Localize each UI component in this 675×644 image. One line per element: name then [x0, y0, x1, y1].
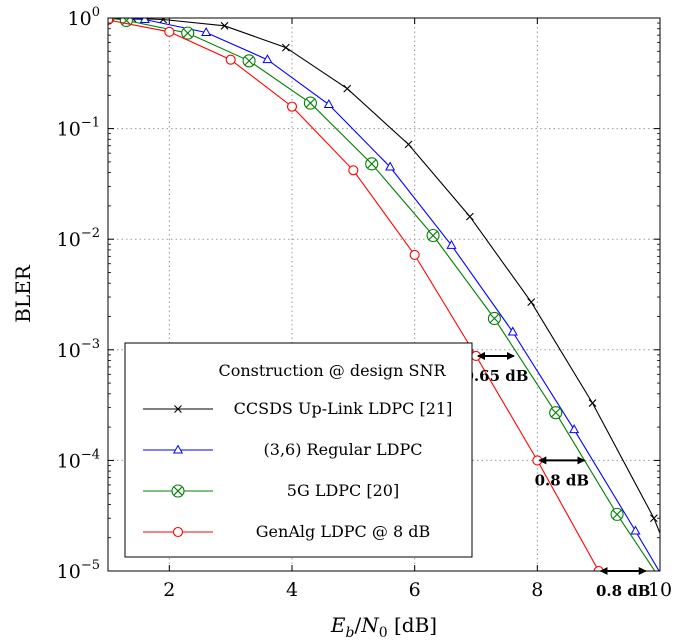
axis-ticks: 2 4 6 8 10 100 10−1 10−2 10−3 10−4 10−5 — [57, 5, 672, 601]
data-point — [426, 228, 440, 243]
legend-label: 5G LDPC [20] — [287, 481, 399, 500]
plot-frame — [107, 17, 661, 572]
legend-entry-3: GenAlg LDPC @ 8 dB — [143, 522, 430, 541]
data-point — [619, 605, 628, 614]
data-point — [507, 326, 518, 336]
legend-marker — [172, 444, 184, 454]
data-point — [242, 54, 256, 68]
data-point — [409, 249, 420, 261]
y-tick-label: 100 — [68, 5, 100, 30]
y-tick-label: 10−2 — [57, 226, 100, 251]
data-point — [281, 43, 290, 52]
data-point — [446, 239, 457, 249]
y-tick-label: 10−3 — [57, 337, 100, 362]
data-point — [343, 84, 352, 93]
delta-label: 0.65 dB — [463, 367, 528, 385]
series-line — [108, 18, 660, 535]
data-point — [303, 96, 317, 110]
data-point — [630, 525, 641, 535]
legend-marker — [174, 405, 182, 413]
data-point — [286, 101, 298, 112]
y-tick-label: 10−5 — [57, 558, 100, 583]
legend-label: (3,6) Regular LDPC — [264, 440, 423, 459]
data-point — [610, 507, 624, 521]
legend-entry-1: (3,6) Regular LDPC — [143, 440, 422, 459]
data-point — [159, 18, 168, 24]
x-axis-label: Eb/N0 [dB] — [330, 613, 437, 641]
legend: Construction @ design SNR CCSDS Up-Link L… — [124, 342, 473, 558]
annotations: 0.65 dB 0.8 dB 0.8 dB — [463, 351, 651, 600]
legend-title: Construction @ design SNR — [218, 361, 446, 380]
legend-marker — [172, 526, 184, 538]
data-point — [527, 298, 536, 306]
series-line — [108, 19, 600, 571]
x-tick-label: 6 — [409, 579, 421, 601]
data-point — [262, 54, 273, 64]
data-point — [225, 54, 236, 65]
x-tick-label: 8 — [531, 579, 543, 601]
data-point — [487, 311, 501, 326]
x-tick-label: 2 — [163, 579, 175, 601]
data-point — [323, 99, 334, 109]
series-0 — [108, 18, 660, 535]
data-point — [549, 406, 563, 420]
delta-label: 0.8 dB — [535, 471, 590, 489]
data-point — [649, 514, 658, 523]
legend-label: CCSDS Up-Link LDPC [21] — [234, 399, 453, 418]
y-tick-label: 10−4 — [57, 447, 100, 472]
legend-marker — [171, 484, 185, 498]
data-point — [465, 212, 474, 221]
data-point — [365, 157, 379, 171]
legend-entry-2: 5G LDPC [20] — [143, 481, 399, 500]
x-tick-label: 4 — [286, 579, 298, 601]
data-point — [201, 26, 212, 36]
data-point — [139, 18, 150, 23]
data-point — [569, 424, 580, 434]
delta-label: 0.8 dB — [596, 582, 651, 600]
data-point — [164, 26, 175, 37]
series-3 — [108, 18, 628, 614]
data-point — [220, 21, 229, 30]
data-point — [348, 165, 359, 176]
y-axis-label: BLER — [11, 264, 35, 323]
data-point — [588, 399, 597, 407]
legend-entry-0: CCSDS Up-Link LDPC [21] — [143, 399, 452, 418]
series-layer — [108, 18, 660, 614]
data-point — [385, 161, 396, 171]
y-tick-label: 10−1 — [57, 116, 100, 141]
data-point — [404, 140, 413, 149]
legend-label: GenAlg LDPC @ 8 dB — [256, 522, 430, 541]
x-tick-label: 10 — [648, 579, 672, 601]
data-point — [181, 26, 195, 40]
